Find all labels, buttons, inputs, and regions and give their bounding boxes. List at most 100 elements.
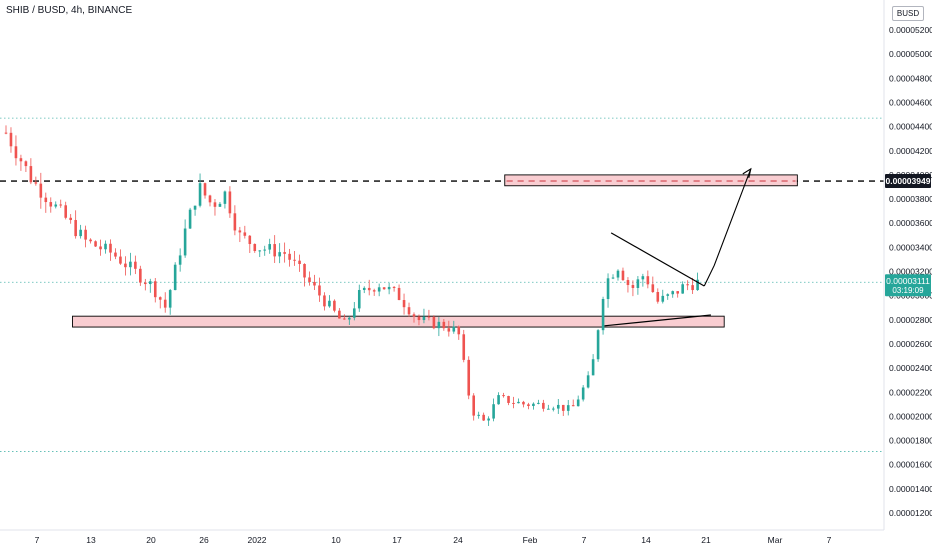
candle (576, 395, 580, 407)
candle-body (109, 243, 112, 253)
candle (382, 287, 386, 290)
candle (517, 398, 520, 404)
candle-body (482, 414, 485, 421)
candle (278, 243, 281, 264)
candle (472, 393, 476, 421)
candle-body (153, 281, 157, 298)
candle (253, 243, 257, 253)
x-tick-label: 14 (641, 535, 651, 545)
candle-body (24, 161, 28, 167)
candle (54, 201, 58, 209)
candle-body (492, 404, 495, 419)
x-tick-label: 7 (827, 535, 832, 545)
candle-body (452, 326, 456, 332)
candle (29, 158, 33, 185)
candle-body (462, 334, 466, 360)
candle (338, 308, 341, 319)
candle-body (372, 290, 376, 292)
candle (512, 396, 515, 409)
candle (427, 309, 431, 321)
candle (288, 248, 291, 267)
candle (34, 176, 38, 186)
candle-body (601, 299, 605, 331)
candle (178, 248, 182, 272)
candle-body (14, 146, 18, 159)
candle-body (357, 289, 361, 309)
candle-body (432, 316, 436, 329)
candle-body (318, 285, 321, 296)
candle-body (124, 263, 127, 268)
candle-body (343, 318, 346, 320)
candle (417, 314, 421, 326)
candle-body (636, 279, 640, 288)
candle (656, 288, 660, 304)
candle (323, 292, 326, 311)
candle (661, 289, 665, 304)
candle-body (198, 183, 202, 206)
candle (74, 210, 77, 239)
candle-body (666, 294, 670, 296)
candle-body (626, 280, 630, 286)
candle-body (253, 244, 257, 252)
candle-body (547, 408, 550, 410)
candle-body (59, 204, 63, 206)
candle-body (173, 264, 177, 291)
candle-body (581, 387, 585, 400)
candle (213, 199, 217, 216)
candle (442, 318, 446, 331)
candle (556, 399, 560, 414)
candle-body (566, 405, 570, 411)
candle-body (507, 396, 510, 403)
candle (89, 238, 92, 244)
y-tick-label: 0.00003600 (889, 218, 932, 228)
candle (571, 399, 575, 407)
candle-body (298, 260, 301, 265)
currency-button[interactable]: BUSD (892, 6, 924, 21)
candle (552, 406, 555, 412)
candle-body (661, 295, 665, 302)
candle-body (362, 287, 366, 290)
zones (72, 174, 798, 328)
candle-body (576, 399, 580, 407)
candle-body (497, 395, 500, 405)
y-tick-label: 0.00002400 (889, 363, 932, 373)
candle (163, 292, 167, 313)
candle (402, 293, 406, 315)
candle (377, 283, 381, 297)
candle-body (417, 316, 421, 321)
target-zone (504, 174, 798, 187)
candle (561, 404, 565, 417)
candle (333, 299, 336, 313)
candle-body (4, 132, 8, 134)
x-tick-label: 13 (86, 535, 96, 545)
candle (676, 291, 679, 298)
candle-body (308, 277, 311, 282)
level-price-text: 0.00003949 (886, 176, 931, 186)
candle (636, 276, 640, 295)
candle-body (233, 213, 237, 231)
candle (467, 356, 471, 400)
candle (362, 286, 366, 294)
candle-body (208, 195, 212, 203)
candle-body (606, 278, 610, 300)
candle (283, 242, 286, 263)
candle (183, 219, 187, 258)
candle-body (328, 300, 331, 307)
candle (308, 271, 311, 286)
candle-body (611, 277, 615, 279)
candle (482, 412, 485, 421)
candle (686, 280, 689, 291)
y-tick-label: 0.00005200 (889, 25, 932, 35)
candle (412, 312, 416, 323)
x-tick-label: Feb (523, 535, 538, 545)
candle (79, 224, 82, 239)
candle-body (338, 310, 341, 319)
y-tick-label: 0.00003800 (889, 194, 932, 204)
candle (606, 273, 610, 308)
candle (293, 250, 296, 266)
candle (129, 252, 132, 276)
candle-body (223, 191, 227, 204)
candle-body (268, 244, 272, 250)
candle (69, 214, 72, 224)
